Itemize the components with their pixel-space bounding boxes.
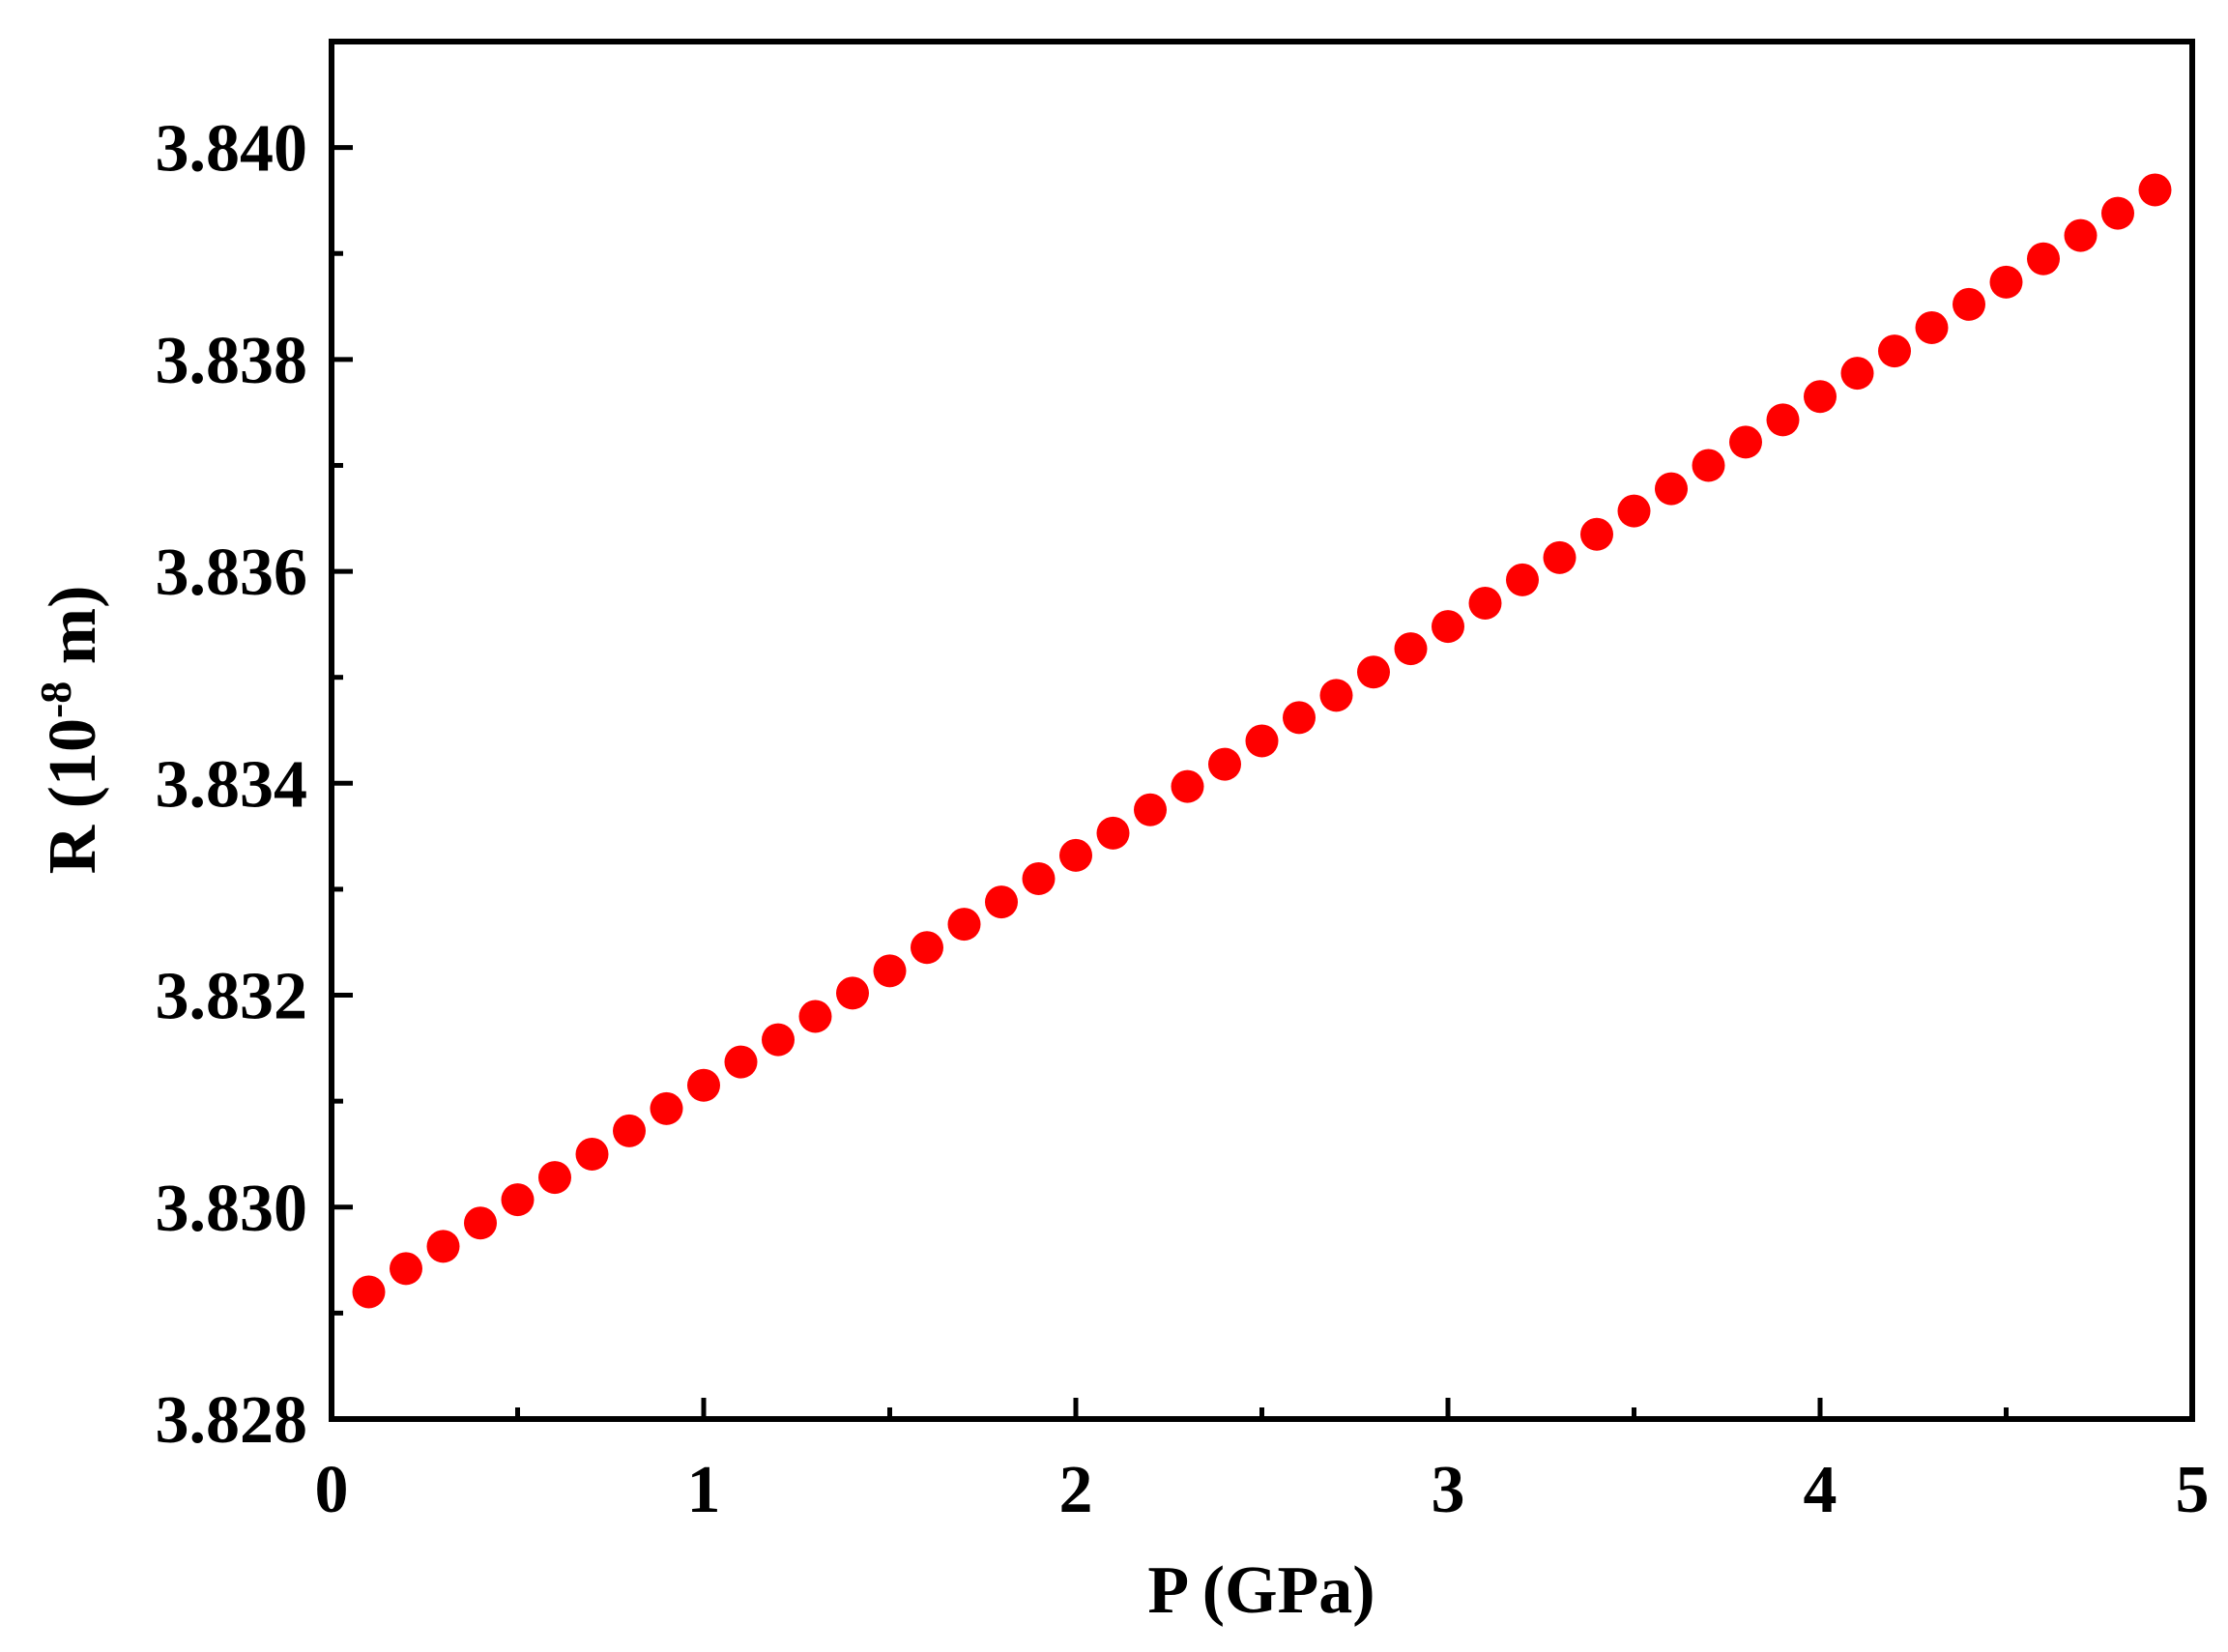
y-axis-title: R (10-8 m) — [31, 586, 111, 875]
data-point-26 — [1319, 679, 1353, 712]
y-axis-title-prefix: R (10 — [36, 718, 110, 874]
data-point-39 — [1804, 380, 1837, 414]
y-axis-title-exponent: -8 — [31, 681, 80, 718]
data-point-28 — [1394, 632, 1428, 666]
data-point-12 — [798, 1000, 832, 1033]
data-point-9 — [687, 1068, 720, 1102]
y-tick-label-2: 3.832 — [156, 960, 308, 1034]
data-point-17 — [985, 885, 1018, 919]
data-point-18 — [1022, 861, 1056, 895]
data-point-35 — [1655, 472, 1688, 506]
data-point-45 — [2027, 242, 2060, 275]
data-point-1 — [390, 1252, 422, 1286]
x-axis-ticks — [329, 1398, 2195, 1419]
data-point-38 — [1766, 403, 1800, 437]
data-point-4 — [501, 1183, 535, 1217]
data-point-25 — [1283, 701, 1316, 735]
data-point-8 — [650, 1091, 683, 1125]
x-tick-label-3: 3 — [1432, 1453, 1465, 1527]
data-point-20 — [1096, 816, 1130, 850]
data-point-32 — [1543, 540, 1577, 574]
x-tick-label-1: 1 — [687, 1453, 721, 1527]
y-tick-label-5: 3.838 — [156, 324, 308, 398]
data-points — [352, 173, 2172, 1309]
data-point-21 — [1134, 793, 1167, 826]
data-point-10 — [724, 1045, 758, 1079]
y-tick-label-1: 3.830 — [156, 1172, 308, 1246]
data-point-7 — [613, 1114, 646, 1147]
data-point-31 — [1506, 563, 1539, 596]
y-tick-label-0: 3.828 — [156, 1383, 308, 1458]
data-point-24 — [1245, 724, 1279, 758]
data-point-0 — [352, 1275, 386, 1309]
x-tick-label-5: 5 — [2176, 1453, 2210, 1527]
data-point-43 — [1953, 287, 1985, 321]
data-point-2 — [426, 1230, 460, 1263]
data-point-23 — [1208, 747, 1241, 781]
data-point-44 — [1989, 265, 2023, 299]
data-point-36 — [1692, 449, 1725, 482]
data-point-40 — [1840, 357, 1874, 391]
data-point-14 — [873, 954, 907, 988]
data-point-11 — [762, 1023, 795, 1057]
data-point-22 — [1171, 769, 1204, 803]
data-point-13 — [836, 976, 869, 1010]
data-point-16 — [947, 908, 981, 942]
data-point-30 — [1468, 586, 1502, 620]
y-axis-ticks — [332, 145, 353, 1422]
data-point-27 — [1357, 655, 1390, 689]
x-axis-tick-labels: 0 1 2 3 4 5 — [315, 1453, 2210, 1527]
x-tick-label-4: 4 — [1804, 1453, 1837, 1527]
y-axis-title-suffix: m) — [36, 586, 110, 681]
data-point-3 — [464, 1206, 497, 1240]
data-point-15 — [911, 931, 943, 965]
data-point-37 — [1729, 425, 1762, 459]
data-point-5 — [538, 1161, 571, 1195]
data-point-48 — [2138, 173, 2172, 207]
y-tick-label-4: 3.836 — [156, 536, 308, 610]
data-point-34 — [1617, 494, 1651, 528]
x-tick-label-2: 2 — [1059, 1453, 1093, 1527]
data-point-29 — [1432, 610, 1464, 644]
data-point-46 — [2064, 218, 2098, 252]
data-point-42 — [1915, 310, 1949, 344]
data-point-47 — [2101, 196, 2134, 230]
y-axis-tick-labels: 3.828 3.830 3.832 3.834 3.836 3.838 3.840 — [156, 112, 308, 1458]
data-point-6 — [575, 1137, 609, 1171]
y-tick-label-3: 3.834 — [156, 747, 308, 822]
x-axis-title: P (GPa) — [1147, 1553, 1374, 1628]
data-point-41 — [1878, 334, 1911, 368]
data-point-33 — [1580, 517, 1613, 551]
x-tick-label-0: 0 — [315, 1453, 349, 1527]
y-tick-label-6: 3.840 — [156, 112, 308, 187]
data-point-19 — [1059, 838, 1092, 872]
